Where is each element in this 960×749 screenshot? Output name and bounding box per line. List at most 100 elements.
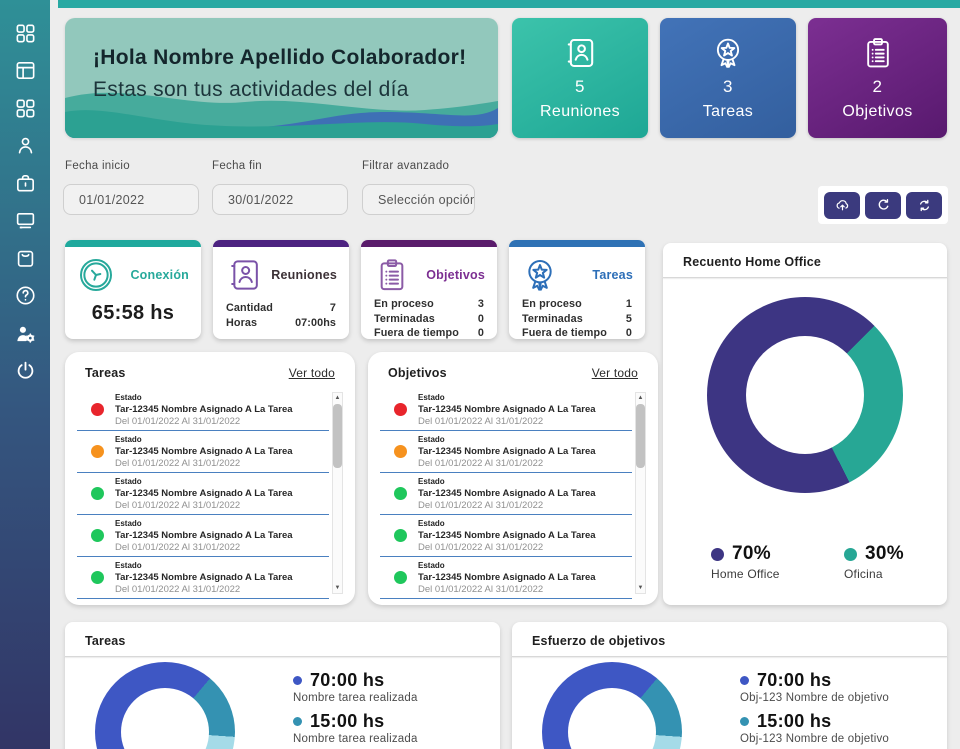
divider — [65, 656, 500, 657]
end-date-label: Fecha fin — [212, 160, 263, 172]
briefcase-icon[interactable] — [13, 171, 37, 195]
layout-panel-icon[interactable] — [13, 59, 37, 83]
summary-card-objetivos[interactable]: Objetivos En proceso 3 Terminadas 0 Fuera … — [361, 240, 497, 339]
stat-card-tareas[interactable]: 3 Tareas — [660, 18, 796, 138]
item-estado-label: Estado — [418, 393, 445, 402]
scroll-up-icon[interactable]: ▲ — [334, 395, 341, 401]
legend-dot — [844, 547, 857, 561]
row-value: 0 — [625, 327, 632, 339]
status-dot — [394, 403, 407, 416]
list-item[interactable]: Estado Tar-12345 Nombre Asignado A La Ta… — [77, 431, 329, 473]
item-title: Tar-12345 Nombre Asignado A La Tarea — [115, 571, 293, 583]
scroll-up-icon[interactable]: ▲ — [637, 395, 644, 401]
status-dot — [394, 487, 407, 500]
list-item[interactable]: Estado Tar-12345 Nombre Asignado A La Ta… — [380, 431, 632, 473]
legend-tarea-2: 15:00 hs Nombre tarea realizada — [293, 711, 418, 745]
scrollbar-thumb[interactable] — [636, 404, 645, 468]
sync-button[interactable] — [906, 191, 942, 219]
legend-value: 15:00 hs — [757, 711, 832, 731]
user-settings-icon[interactable] — [13, 321, 37, 345]
chart-title: Recuento Home Office — [683, 255, 822, 269]
status-dot — [91, 571, 104, 584]
list-title: Objetivos — [388, 366, 447, 380]
esfuerzo-donut-chart — [542, 662, 682, 749]
item-dates: Del 01/01/2022 Al 31/01/2022 — [418, 500, 544, 511]
start-date-input[interactable] — [63, 184, 199, 215]
list-title: Tareas — [85, 366, 126, 380]
list-item[interactable]: Estado Tar-12345 Nombre Asignado A La Ta… — [380, 515, 632, 557]
contact-book-icon — [231, 260, 258, 290]
clock-icon — [80, 259, 112, 291]
item-estado-label: Estado — [418, 435, 445, 444]
list-scrollbar[interactable]: ▲ ▼ — [332, 392, 343, 594]
legend-label: Home Office — [711, 567, 780, 581]
scroll-down-icon[interactable]: ▼ — [637, 585, 644, 591]
item-dates: Del 01/01/2022 Al 31/01/2022 — [418, 458, 544, 469]
item-title: Tar-12345 Nombre Asignado A La Tarea — [418, 529, 596, 541]
apps-grid-icon[interactable] — [13, 21, 37, 45]
advanced-filter-label: Filtrar avanzado — [362, 160, 450, 172]
task-list: Estado Tar-12345 Nombre Asignado A La Ta… — [65, 389, 355, 599]
divider — [512, 656, 947, 657]
list-item[interactable]: Estado Tar-12345 Nombre Asignado A La Ta… — [380, 389, 632, 431]
greeting-card: ¡Hola Nombre Apellido Colaborador! Estas… — [65, 18, 498, 138]
stat-card-objetivos[interactable]: 2 Objetivos — [808, 18, 947, 138]
list-item[interactable]: Estado Tar-12345 Nombre Asignado A La Ta… — [380, 557, 632, 599]
summary-card-reuniones[interactable]: Reuniones Cantidad 7 Horas 07:00hs — [213, 240, 349, 339]
power-icon[interactable] — [13, 359, 37, 383]
summary-rows: Cantidad 7 Horas 07:00hs — [213, 301, 349, 330]
advanced-filter-select[interactable] — [362, 184, 475, 215]
summary-title: Objetivos — [426, 268, 485, 282]
start-date-label: Fecha inicio — [65, 160, 130, 172]
legend-value: 70:00 hs — [310, 670, 385, 690]
list-item[interactable]: Estado Tar-12345 Nombre Asignado A La Ta… — [380, 473, 632, 515]
summary-card-conexion[interactable]: Conexión 65:58 hs — [65, 240, 201, 339]
item-estado-label: Estado — [418, 519, 445, 528]
action-button-group — [818, 186, 948, 224]
end-date-input[interactable] — [212, 184, 348, 215]
monitor-icon[interactable] — [13, 209, 37, 233]
list-item[interactable]: Estado Tar-12345 Nombre Asignado A La Ta… — [77, 389, 329, 431]
ver-todo-link[interactable]: Ver todo — [591, 366, 638, 380]
legend-dot — [293, 676, 302, 685]
list-item[interactable]: Estado Tar-12345 Nombre Asignado A La Ta… — [77, 473, 329, 515]
status-dot — [91, 487, 104, 500]
legend-label: Nombre tarea realizada — [293, 692, 418, 704]
stat-card-reuniones[interactable]: 5 Reuniones — [512, 18, 648, 138]
apps-grid-alt-icon[interactable] — [13, 96, 37, 120]
legend-dot — [740, 717, 749, 726]
scrollbar-thumb[interactable] — [333, 404, 342, 468]
item-dates: Del 01/01/2022 Al 31/01/2022 — [418, 542, 544, 553]
legend-value: 70% — [732, 543, 771, 564]
status-dot — [394, 529, 407, 542]
bag-icon[interactable] — [13, 246, 37, 270]
scroll-down-icon[interactable]: ▼ — [334, 585, 341, 591]
legend-objetivo-2: 15:00 hs Obj-123 Nombre de objetivo — [740, 711, 889, 745]
wave-decoration — [65, 92, 498, 138]
list-item[interactable]: Estado Tar-12345 Nombre Asignado A La Ta… — [77, 515, 329, 557]
legend-label: Obj-123 Nombre de objetivo — [740, 733, 890, 745]
legend-dot — [293, 717, 302, 726]
legend-dot — [740, 676, 749, 685]
summary-card-tareas[interactable]: Tareas En proceso 1 Terminadas 5 Fuera de … — [509, 240, 645, 339]
person-icon[interactable] — [13, 134, 37, 158]
item-title: Tar-12345 Nombre Asignado A La Tarea — [418, 403, 596, 415]
legend-value: 15:00 hs — [310, 711, 385, 731]
list-scrollbar[interactable]: ▲ ▼ — [635, 392, 646, 594]
list-item[interactable]: Estado Tar-12345 Nombre Asignado A La Ta… — [77, 557, 329, 599]
help-circle-icon[interactable] — [13, 284, 37, 308]
legend-objetivo-1: 70:00 hs Obj-123 Nombre de objetivo — [740, 670, 889, 704]
cloud-upload-button[interactable] — [824, 191, 860, 219]
esfuerzo-chart-card: Esfuerzo de objetivos 70:00 hs Obj-123 N… — [512, 622, 947, 749]
legend-label: Nombre tarea realizada — [293, 733, 418, 745]
tareas-chart-card: Tareas 70:00 hs Nombre tarea realizada 1… — [65, 622, 500, 749]
item-estado-label: Estado — [115, 477, 142, 486]
ver-todo-link[interactable]: Ver todo — [288, 366, 335, 380]
refresh-button[interactable] — [865, 191, 901, 219]
summary-title: Tareas — [592, 268, 633, 282]
item-dates: Del 01/01/2022 Al 31/01/2022 — [418, 584, 544, 595]
item-dates: Del 01/01/2022 Al 31/01/2022 — [115, 500, 241, 511]
objetivos-list-card: Objetivos Ver todo Estado Tar-12345 Nomb… — [368, 352, 658, 605]
row-key: Fuera de tiempo — [522, 327, 607, 339]
